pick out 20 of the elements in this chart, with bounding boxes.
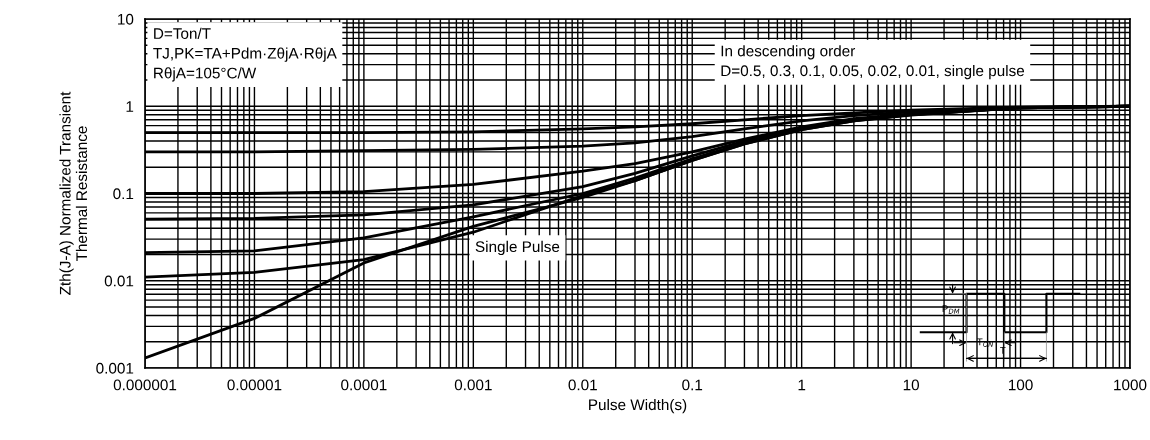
annotation: In descending order D=0.5, 0.3, 0.1, 0.05, 0.02, 0.01, single pulse xyxy=(721,45,1025,80)
x-tick-label: 1 xyxy=(798,379,806,391)
annotation: D=Ton/T TJ,PK=TA+Pdm·ZθjA·RθjA RθjA=105°C/W xyxy=(153,27,337,82)
annotation: Single Pulse xyxy=(475,240,560,256)
x-tick-label: 0.00001 xyxy=(227,379,282,391)
y-tick-label: 0.1 xyxy=(113,188,134,200)
x-tick-label: 0.000001 xyxy=(113,379,177,391)
x-tick-label: 0.001 xyxy=(454,379,492,391)
x-axis-title: Pulse Width(s) xyxy=(589,398,687,414)
x-tick-label: 1000 xyxy=(1114,379,1147,391)
x-tick-label: 0.1 xyxy=(682,379,703,391)
x-tick-label: 0.0001 xyxy=(341,379,387,391)
y-tick-label: 0.01 xyxy=(104,275,134,287)
y-tick-label: 1 xyxy=(126,101,134,112)
y-tick-label: 10 xyxy=(118,13,134,25)
x-tick-label: 10 xyxy=(903,379,920,391)
y-axis-title: Zth(J-A) Normalized Transient Thermal Resistance xyxy=(59,91,88,295)
y-tick-label: 0.001 xyxy=(96,362,134,374)
x-tick-label: 0.01 xyxy=(568,379,597,391)
x-tick-label: 100 xyxy=(1008,379,1033,391)
